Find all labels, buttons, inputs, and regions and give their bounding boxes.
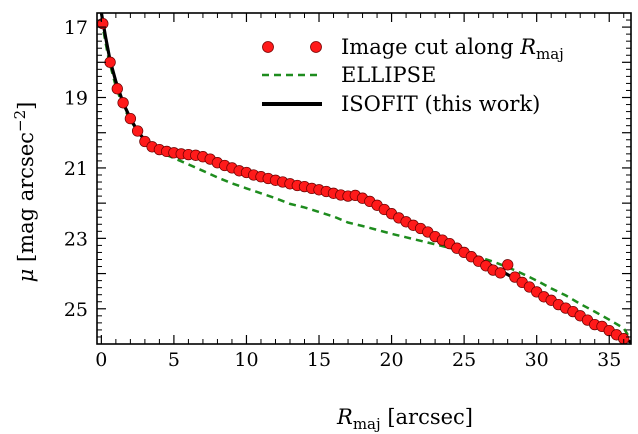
legend: Image cut along Rmaj ELLIPSE ISOFIT (thi… (262, 35, 564, 116)
image-cut-series (97, 17, 630, 344)
x-axis-title-units: [arcsec] (381, 405, 473, 429)
cut-point (117, 97, 129, 109)
legend-label-ellipse: ELLIPSE (341, 63, 436, 87)
y-tick-label: 17 (64, 17, 88, 39)
x-axis-title-main: R (336, 405, 353, 429)
x-tick-label: 5 (168, 349, 180, 371)
y-tick-labels: 17 19 21 23 25 (64, 17, 88, 321)
x-tick-labels: 0 5 10 15 20 25 30 35 (95, 349, 621, 371)
legend-isofit-suffix: (this work) (418, 92, 541, 116)
y-axis-title-close: ] (14, 102, 38, 110)
legend-cut-r: R (519, 35, 536, 59)
y-tick-label: 25 (64, 299, 88, 321)
legend-label-isofit: ISOFIT (this work) (341, 92, 540, 116)
x-axis-title-sub: maj (353, 415, 381, 433)
legend-marker-cut-2 (310, 41, 322, 53)
legend-label-cut: Image cut along Rmaj (341, 35, 564, 63)
cut-point (111, 83, 123, 95)
cut-point (618, 333, 630, 344)
x-tick-label: 10 (234, 349, 258, 371)
y-tick-label: 19 (64, 88, 88, 110)
plot-area (97, 13, 631, 344)
y-axis-title: μ [mag arcsec−2] (11, 102, 38, 283)
x-axis-title: Rmaj [arcsec] (336, 405, 473, 433)
x-tick-label: 35 (597, 349, 621, 371)
legend-marker-cut-1 (262, 41, 274, 53)
cut-point (502, 259, 514, 271)
x-tick-label: 30 (525, 349, 549, 371)
y-axis-title-units: [mag arcsec (14, 132, 38, 269)
y-tick-label: 23 (64, 228, 88, 250)
plot-frame (96, 12, 632, 345)
x-tick-label: 20 (379, 349, 403, 371)
axis-ticks (97, 13, 631, 344)
y-axis-title-main: μ (14, 269, 38, 283)
x-tick-label: 0 (95, 349, 107, 371)
legend-cut-sub: maj (536, 45, 564, 63)
cut-point (494, 267, 507, 279)
x-tick-label: 15 (307, 349, 331, 371)
y-tick-label: 21 (64, 158, 88, 180)
cut-point (124, 112, 137, 125)
x-tick-label: 25 (452, 349, 476, 371)
y-axis-title-sup: −2 (11, 110, 29, 132)
legend-isofit-name: ISOFIT (341, 92, 418, 116)
cut-point (131, 125, 144, 137)
cut-point (104, 56, 116, 68)
legend-cut-prefix: Image cut along (341, 35, 520, 59)
